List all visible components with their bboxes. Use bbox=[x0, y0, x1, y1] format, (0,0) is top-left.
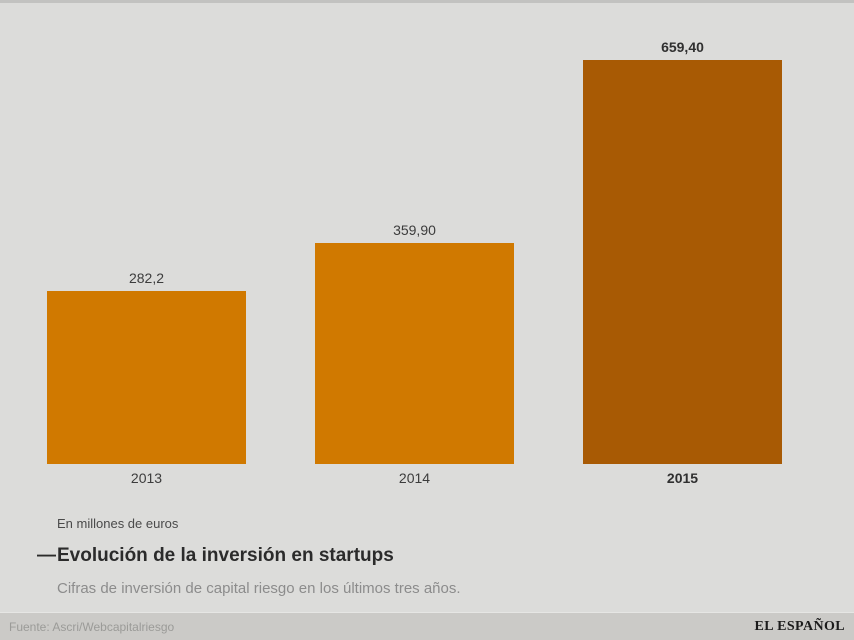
bar-2015 bbox=[583, 60, 782, 464]
top-border-line bbox=[0, 0, 854, 3]
year-label-2015: 2015 bbox=[666, 470, 699, 486]
value-label-2013: 282,2 bbox=[128, 270, 165, 286]
title-dash-icon: — bbox=[37, 545, 56, 566]
chart-title: Evolución de la inversión en startups bbox=[57, 545, 394, 566]
bar-chart: 282,2 359,90 659,40 bbox=[47, 39, 782, 464]
footer-bar: Fuente: Ascri/Webcapitalriesgo EL ESPAÑO… bbox=[0, 612, 854, 640]
units-note: En millones de euros bbox=[57, 516, 179, 531]
year-label-2014: 2014 bbox=[398, 470, 431, 486]
year-label-2013: 2013 bbox=[130, 470, 163, 486]
chart-title-row: — Evolución de la inversión en startups bbox=[37, 545, 394, 567]
source-credit: Fuente: Ascri/Webcapitalriesgo bbox=[9, 619, 175, 634]
publisher-logo: EL ESPAÑOL bbox=[754, 618, 845, 634]
value-label-2014: 359,90 bbox=[393, 222, 436, 238]
bar-2014 bbox=[315, 243, 514, 464]
value-label-2015: 659,40 bbox=[661, 39, 704, 55]
bar-2013 bbox=[47, 291, 246, 464]
chart-subtitle: Cifras de inversión de capital riesgo en… bbox=[57, 580, 461, 597]
